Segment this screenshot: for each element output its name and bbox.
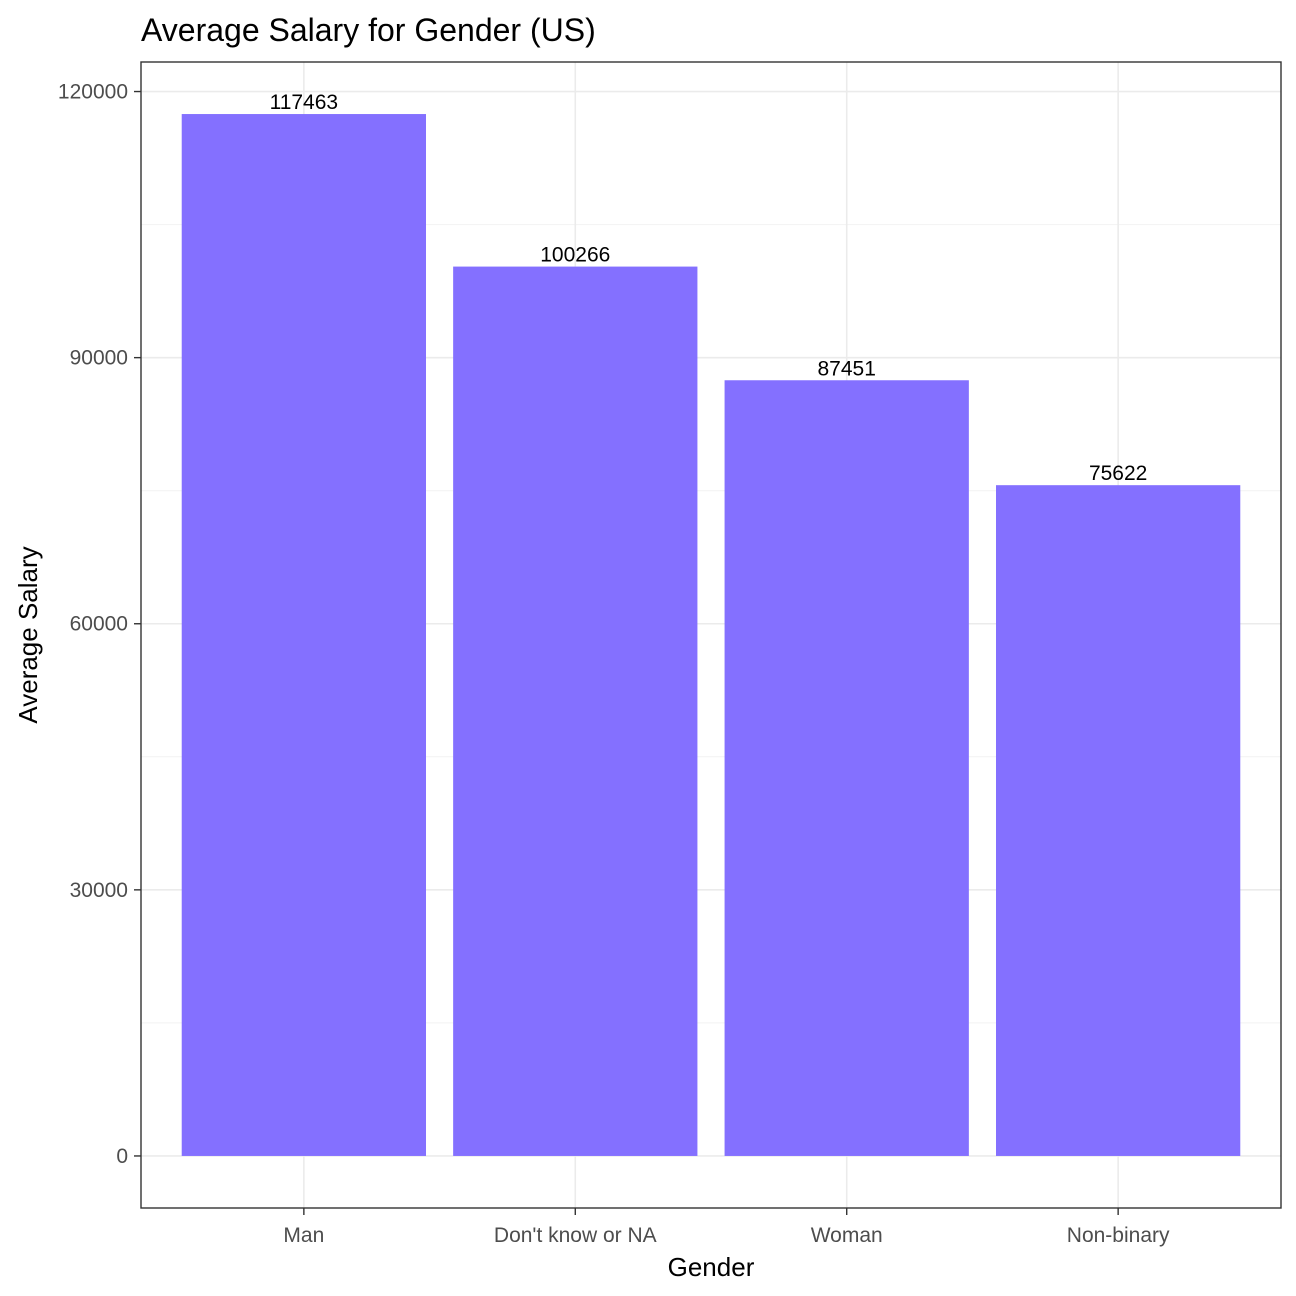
x-axis-title: Gender xyxy=(668,1252,755,1282)
panel-border xyxy=(140,61,1282,1209)
x-tick-label: Man xyxy=(283,1224,324,1247)
plot-panel: 117463 100266 87451 75622 xyxy=(140,61,1282,1209)
x-tick-label: Woman xyxy=(811,1224,883,1247)
bar-value-label: 87451 xyxy=(818,357,876,380)
x-axis: Man Don't know or NA Woman Non-binary xyxy=(283,1208,1170,1247)
y-tick-label: 60000 xyxy=(70,613,128,636)
bar-value-label: 117463 xyxy=(270,91,339,114)
y-tick-label: 90000 xyxy=(70,347,128,370)
bar xyxy=(453,266,698,1156)
y-tick-label: 120000 xyxy=(58,81,128,104)
bar xyxy=(181,114,426,1156)
bar-value-label: 75622 xyxy=(1089,462,1147,485)
y-tick-label: 30000 xyxy=(70,879,128,902)
bar xyxy=(996,485,1241,1156)
y-axis: 0 30000 60000 90000 120000 xyxy=(58,81,141,1168)
chart-title: Average Salary for Gender (US) xyxy=(141,12,596,48)
bar xyxy=(724,380,969,1156)
y-axis-title: Average Salary xyxy=(13,546,43,723)
y-tick-label: 0 xyxy=(116,1145,128,1168)
bars xyxy=(181,114,1241,1156)
bar-value-label: 100266 xyxy=(540,244,610,267)
x-tick-label: Non-binary xyxy=(1067,1224,1170,1247)
data-labels: 117463 100266 87451 75622 xyxy=(270,91,1148,485)
x-tick-label: Don't know or NA xyxy=(494,1224,657,1247)
